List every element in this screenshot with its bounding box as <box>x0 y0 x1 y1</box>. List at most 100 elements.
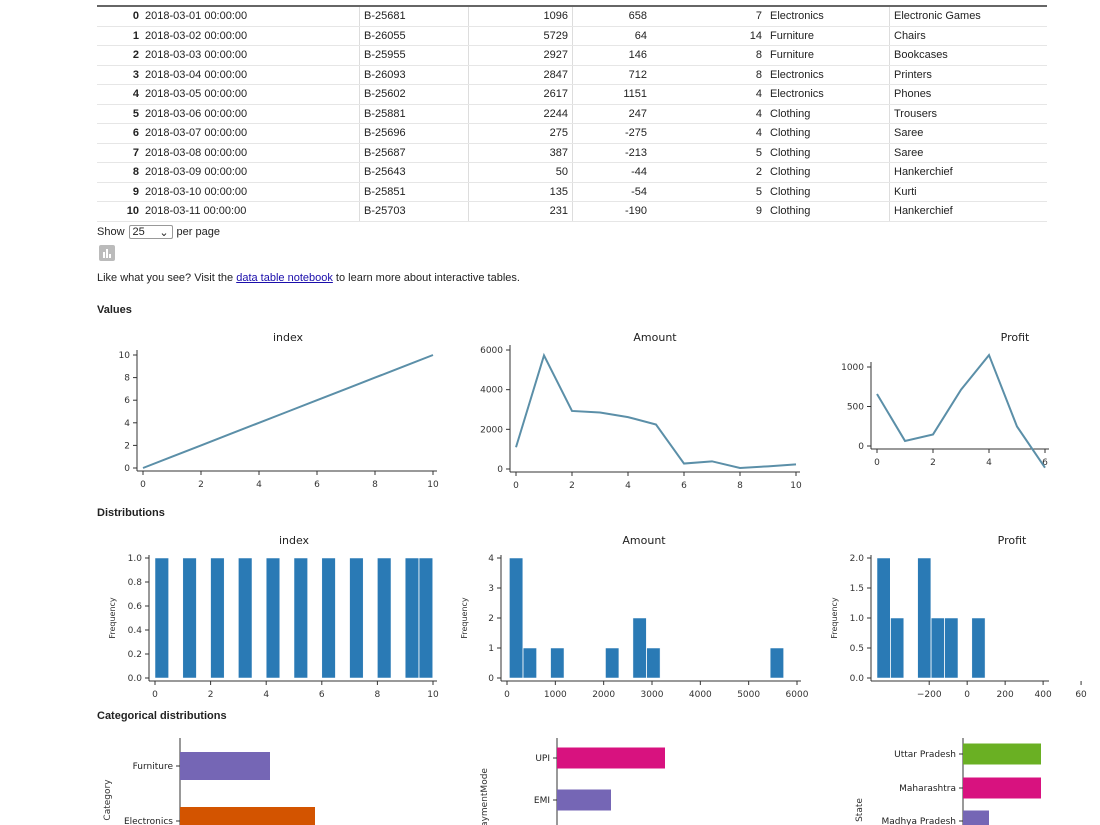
table-cell: Saree <box>889 143 1047 163</box>
x-tick-label: 10 <box>427 690 439 700</box>
chart-title: Profit <box>1001 331 1030 344</box>
histogram-bar <box>210 557 225 679</box>
table-cell: 2018-03-06 00:00:00 <box>141 104 360 124</box>
table-cell: Furniture <box>766 45 890 66</box>
table-cell: 2018-03-02 00:00:00 <box>141 26 360 46</box>
table-cell: 14 <box>651 26 766 46</box>
table-cell: 2018-03-05 00:00:00 <box>141 84 360 105</box>
histogram-bar <box>971 617 986 679</box>
table-cell: Electronics <box>766 84 890 105</box>
x-tick-label: 0 <box>504 690 510 700</box>
page-size-value: 25 <box>132 226 145 238</box>
table-cell: Bookcases <box>889 45 1047 66</box>
table-cell: -190 <box>572 201 651 222</box>
category-bar <box>557 747 665 769</box>
page-size-select[interactable]: 25 ⌄ <box>128 225 173 239</box>
table-row: 2 2018-03-03 00:00:00 B-25955 2927 146 8 Furni… <box>97 45 1047 66</box>
x-tick-label: 2 <box>569 481 575 491</box>
table-cell: 1 <box>97 26 141 46</box>
histogram-bar <box>930 617 945 679</box>
table-cell: 6 <box>97 123 141 144</box>
category-bar <box>180 807 315 825</box>
table-cell: 5 <box>97 104 141 124</box>
x-tick-label: 0 <box>964 690 970 700</box>
y-tick-label: 500 <box>847 403 864 413</box>
note-text-end: to learn more about interactive tables. <box>332 272 520 284</box>
y-tick-label: 2 <box>124 441 130 451</box>
table-cell: 7 <box>651 6 766 27</box>
y-axis-label: Category <box>103 779 113 821</box>
table-cell: 9 <box>651 201 766 222</box>
table-cell: 2018-03-10 00:00:00 <box>141 182 360 202</box>
histogram-bar <box>917 557 932 679</box>
table-cell: 10 <box>97 201 141 222</box>
table-row: 3 2018-03-04 00:00:00 B-26093 2847 712 8 Elect… <box>97 65 1047 85</box>
category-label: Madhya Pradesh <box>881 817 956 825</box>
table-cell: Clothing <box>766 123 890 144</box>
chart-title: Amount <box>622 534 666 547</box>
x-tick-label: 8 <box>737 481 743 491</box>
x-tick-label: 0 <box>140 480 146 490</box>
table-cell: B-25955 <box>359 45 469 66</box>
y-tick-label: 2000 <box>480 425 503 435</box>
data-table-notebook-link[interactable]: data table notebook <box>236 272 333 284</box>
x-tick-label: 2000 <box>592 690 615 700</box>
table-cell: Clothing <box>766 201 890 222</box>
y-tick-label: 1000 <box>841 363 864 373</box>
table-row: 1 2018-03-02 00:00:00 B-26055 5729 64 14 Furni… <box>97 26 1047 46</box>
series-line <box>515 352 797 470</box>
category-label: Electronics <box>124 817 173 825</box>
table-cell: 50 <box>468 162 573 183</box>
category-label: UPI <box>535 754 550 764</box>
table-cell: -213 <box>572 143 651 163</box>
x-tick-label: 4 <box>263 690 269 700</box>
y-tick-label: 6000 <box>480 346 503 356</box>
table-cell: B-25687 <box>359 143 469 163</box>
x-tick-label: 6 <box>314 480 320 490</box>
table-cell: 247 <box>572 104 651 124</box>
category-bar <box>963 743 1041 765</box>
chart-icon-button[interactable] <box>99 245 115 261</box>
table-cell: Printers <box>889 65 1047 85</box>
y-tick-label: 6 <box>124 396 130 406</box>
y-tick-label: 0.6 <box>128 602 143 612</box>
x-tick-label: 8 <box>375 690 381 700</box>
x-tick-label: 10 <box>790 481 802 491</box>
y-axis-label: Frequency <box>460 597 469 639</box>
y-tick-label: 4000 <box>480 386 503 396</box>
x-tick-label: 2 <box>198 480 204 490</box>
table-cell: 1096 <box>468 6 573 27</box>
x-tick-label: 4000 <box>689 690 712 700</box>
y-tick-label: 0.0 <box>128 674 143 684</box>
table-cell: 7 <box>97 143 141 163</box>
y-tick-label: 1.0 <box>128 554 143 564</box>
table-cell: Clothing <box>766 143 890 163</box>
chevron-down-icon: ⌄ <box>159 226 169 239</box>
table-cell: 2018-03-03 00:00:00 <box>141 45 360 66</box>
table-cell: 146 <box>572 45 651 66</box>
table-cell: -54 <box>572 182 651 202</box>
x-tick-label: 2 <box>930 458 936 468</box>
y-tick-label: 10 <box>119 351 131 361</box>
series-line <box>876 353 1046 469</box>
x-tick-label: −200 <box>917 690 942 700</box>
table-row: 6 2018-03-07 00:00:00 B-25696 275 -275 4 Cloth… <box>97 123 1047 144</box>
y-tick-label: 4 <box>124 419 130 429</box>
y-tick-label: 0.2 <box>128 650 142 660</box>
table-cell: Clothing <box>766 104 890 124</box>
table-cell: Furniture <box>766 26 890 46</box>
table-cell: 2018-03-01 00:00:00 <box>141 6 360 27</box>
category-bar <box>963 777 1041 799</box>
series-line <box>142 354 434 469</box>
table-cell: Chairs <box>889 26 1047 46</box>
table-cell: 712 <box>572 65 651 85</box>
histogram-bar <box>769 647 784 679</box>
x-tick-label: 400 <box>1035 690 1052 700</box>
section-distributions: Distributions <box>97 507 165 519</box>
y-tick-label: 2 <box>488 614 494 624</box>
table-cell: Clothing <box>766 182 890 202</box>
histogram-bar <box>605 647 620 679</box>
x-tick-label: 6000 <box>786 690 809 700</box>
table-cell: 5729 <box>468 26 573 46</box>
histogram-bar <box>944 617 959 679</box>
